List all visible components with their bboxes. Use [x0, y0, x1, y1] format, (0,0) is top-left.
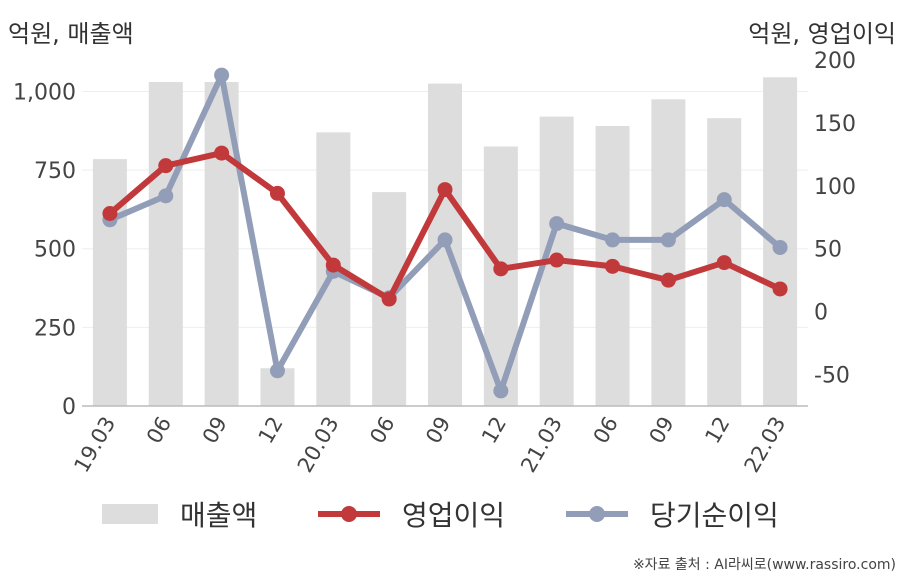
bar-revenue — [651, 99, 686, 407]
legend-label-net-income: 당기순이익 — [650, 499, 779, 532]
point-operating-profit — [214, 145, 230, 161]
legend-item-net-income: 당기순이익 — [566, 494, 779, 534]
point-operating-profit — [269, 185, 285, 201]
y-left-tick-label: 1,000 — [13, 80, 76, 105]
source-credit: ※자료 출처 : AI라씨로(www.rassiro.com) — [632, 557, 896, 573]
point-net-income — [214, 67, 230, 83]
y-right-tick-label: 100 — [814, 175, 856, 200]
legend-swatch-operating-profit — [318, 504, 380, 524]
x-tick-label: 09 — [645, 413, 679, 448]
point-net-income — [269, 363, 285, 379]
y-right-tick-label: 0 — [814, 301, 828, 326]
x-tick-label: 06 — [589, 413, 623, 448]
point-net-income — [660, 232, 676, 248]
legend-item-operating-profit: 영업이익 — [318, 494, 505, 534]
point-net-income — [772, 239, 788, 255]
x-tick-label: 06 — [365, 413, 399, 448]
y-right-tick-label: -50 — [814, 364, 850, 389]
left-axis-unit: 억원, 매출액 — [8, 20, 134, 48]
legend-label-revenue: 매출액 — [180, 499, 258, 532]
point-operating-profit — [716, 255, 732, 271]
legend-swatch-revenue — [102, 504, 158, 524]
point-operating-profit — [605, 258, 621, 274]
point-net-income — [716, 192, 732, 208]
point-operating-profit — [102, 205, 118, 221]
point-operating-profit — [325, 257, 341, 273]
legend-swatch-net-income — [566, 504, 628, 524]
point-operating-profit — [158, 158, 174, 174]
y-left-tick-label: 750 — [34, 159, 76, 184]
combo-chart: 0 250 500 750 1,000 -50 0 50 100 150 200 19.03 06 09 1… — [13, 49, 856, 477]
x-tick-label: 22.03 — [740, 413, 791, 477]
point-operating-profit — [660, 272, 676, 288]
point-net-income — [493, 383, 509, 399]
bar-revenue — [92, 159, 127, 406]
y-left-tick-label: 0 — [62, 395, 76, 420]
x-tick-label: 12 — [254, 413, 288, 448]
y-left-tick-label: 250 — [34, 316, 76, 341]
y-left-tick-label: 500 — [34, 238, 76, 263]
x-tick-label: 12 — [700, 413, 734, 448]
right-axis-unit: 억원, 영업이익 — [748, 20, 896, 48]
point-net-income — [605, 232, 621, 248]
point-net-income — [549, 216, 565, 232]
x-tick-label: 12 — [477, 413, 511, 448]
x-tick-label: 06 — [142, 413, 176, 448]
point-operating-profit — [437, 182, 453, 198]
point-net-income — [158, 188, 174, 204]
x-tick-label: 09 — [421, 413, 455, 448]
legend-label-operating-profit: 영업이익 — [402, 499, 506, 532]
chart-legend: 매출액 영업이익 당기순이익 — [0, 494, 908, 534]
x-tick-label: 20.03 — [293, 413, 344, 477]
point-operating-profit — [381, 291, 397, 307]
legend-item-revenue: 매출액 — [102, 494, 257, 534]
y-right-tick-label: 50 — [814, 238, 842, 263]
bar-revenue — [148, 82, 183, 406]
point-operating-profit — [493, 261, 509, 277]
x-tick-label: 21.03 — [516, 413, 567, 477]
point-net-income — [437, 232, 453, 248]
y-right-tick-label: 150 — [814, 112, 856, 137]
point-operating-profit — [772, 281, 788, 297]
x-tick-label: 09 — [198, 413, 232, 448]
point-operating-profit — [549, 252, 565, 268]
x-tick-label: 19.03 — [69, 413, 120, 477]
y-right-tick-label: 200 — [814, 49, 856, 74]
